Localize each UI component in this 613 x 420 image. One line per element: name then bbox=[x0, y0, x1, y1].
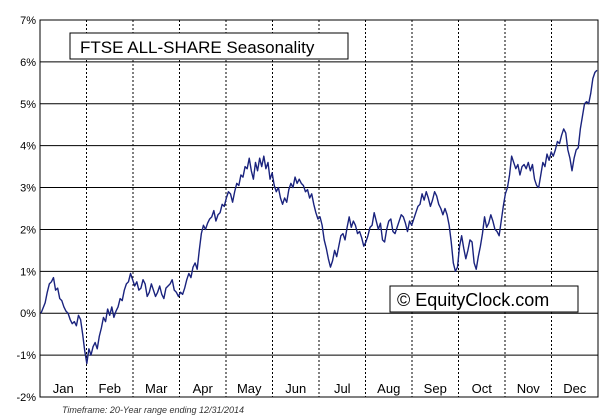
month-label-dec: Dec bbox=[563, 381, 587, 396]
y-tick-label: 7% bbox=[20, 15, 36, 27]
month-label-may: May bbox=[237, 381, 262, 396]
month-label-jan: Jan bbox=[53, 381, 74, 396]
month-label-mar: Mar bbox=[145, 381, 168, 396]
y-tick-label: 4% bbox=[20, 141, 36, 153]
y-tick-label: 1% bbox=[20, 266, 36, 278]
month-label-oct: Oct bbox=[472, 381, 493, 396]
month-label-apr: Apr bbox=[193, 381, 214, 396]
month-label-sep: Sep bbox=[424, 381, 447, 396]
footnote: Timeframe: 20-Year range ending 12/31/20… bbox=[62, 405, 244, 415]
y-tick-label: -2% bbox=[16, 392, 36, 404]
chart-title: FTSE ALL-SHARE Seasonality bbox=[80, 38, 315, 57]
series-line bbox=[40, 69, 598, 365]
month-label-aug: Aug bbox=[377, 381, 400, 396]
month-label-jun: Jun bbox=[285, 381, 306, 396]
y-tick-label: 5% bbox=[20, 99, 36, 111]
watermark-text: © EquityClock.com bbox=[397, 290, 549, 310]
x-axis-month-labels: Jan Feb Mar Apr May Jun Jul Aug Sep Oct Nov Dec bbox=[53, 381, 587, 396]
watermark-box: © EquityClock.com bbox=[389, 285, 579, 313]
month-label-jul: Jul bbox=[334, 381, 351, 396]
grid-lines bbox=[40, 20, 598, 397]
month-label-nov: Nov bbox=[517, 381, 541, 396]
y-tick-label: -1% bbox=[16, 350, 36, 362]
month-label-feb: Feb bbox=[99, 381, 121, 396]
y-tick-label: 3% bbox=[20, 183, 36, 195]
y-tick-label: 0% bbox=[20, 308, 36, 320]
chart-title-box: FTSE ALL-SHARE Seasonality bbox=[69, 32, 349, 60]
y-axis-tick-labels: -2% -1% 0% 1% 2% 3% 4% 5% 6% 7% bbox=[16, 15, 36, 404]
y-tick-label: 2% bbox=[20, 224, 36, 236]
y-tick-label: 6% bbox=[20, 57, 36, 69]
